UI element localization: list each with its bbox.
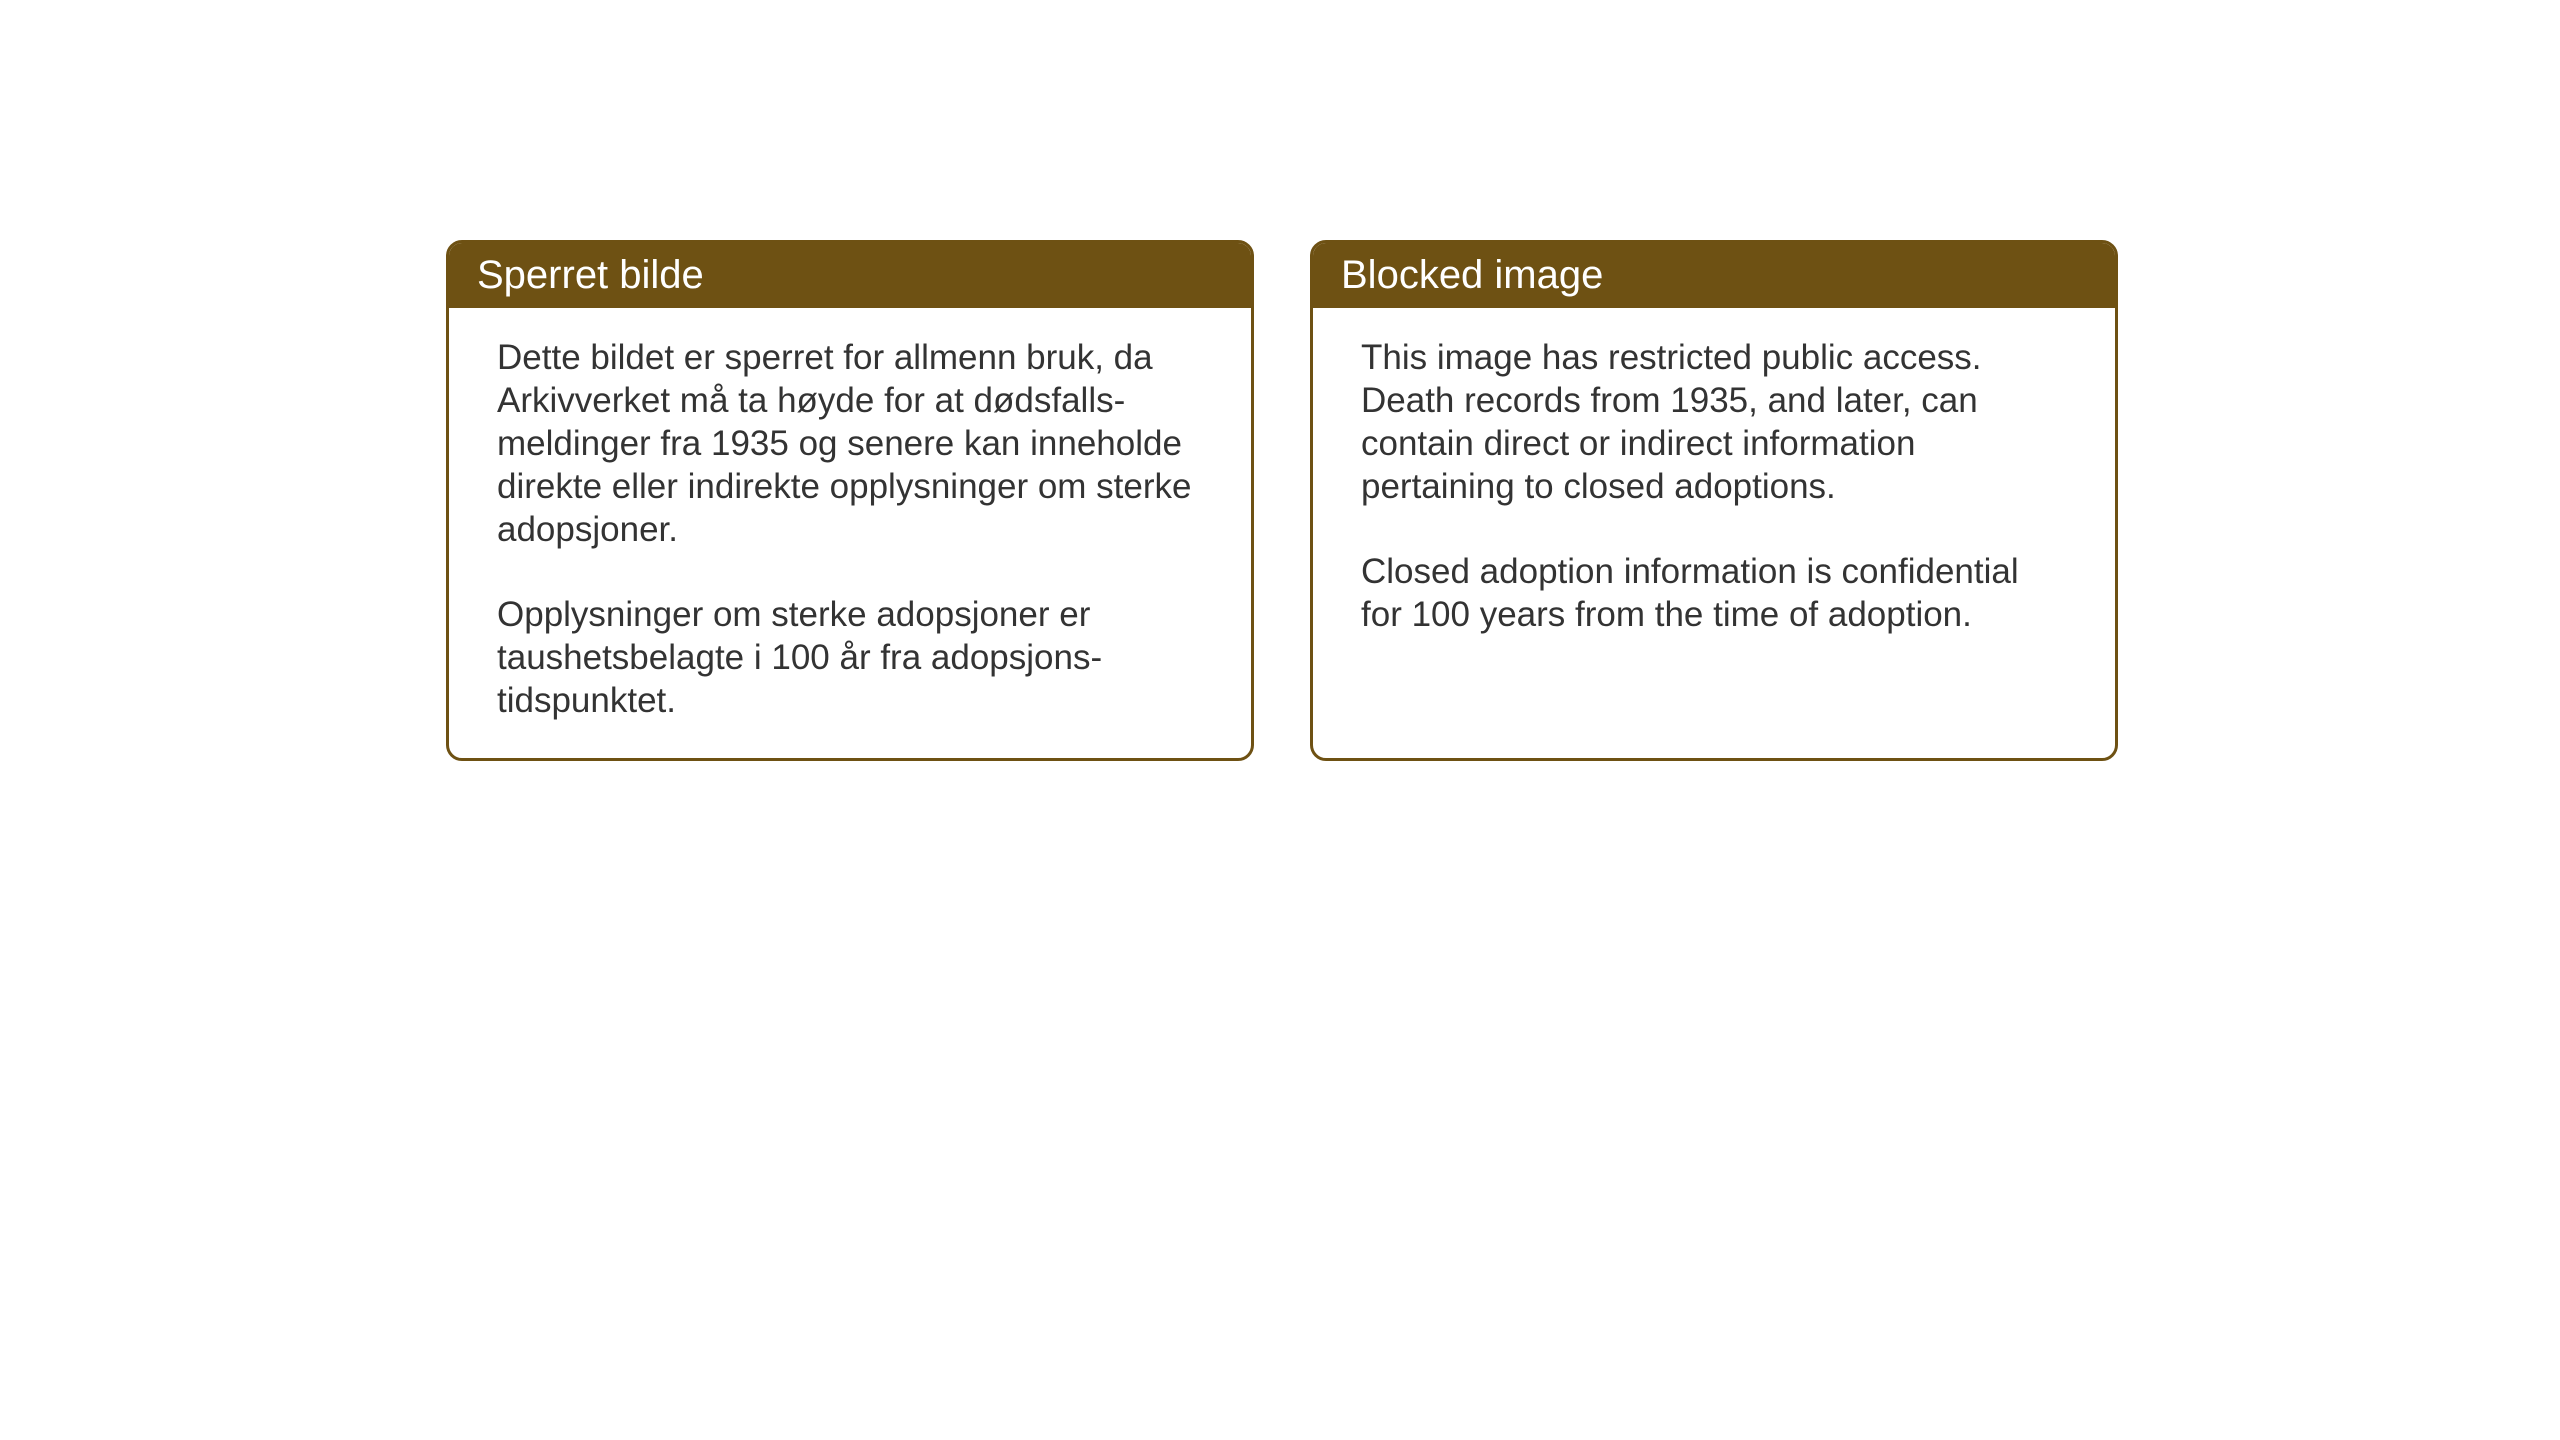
notice-container: Sperret bilde Dette bildet er sperret fo… (446, 240, 2118, 761)
notice-body-norwegian: Dette bildet er sperret for allmenn bruk… (449, 308, 1251, 758)
notice-box-norwegian: Sperret bilde Dette bildet er sperret fo… (446, 240, 1254, 761)
notice-header-english: Blocked image (1313, 243, 2115, 308)
notice-paragraph-2-english: Closed adoption information is confident… (1361, 550, 2067, 636)
notice-title-english: Blocked image (1341, 253, 1603, 297)
notice-title-norwegian: Sperret bilde (477, 253, 704, 297)
notice-paragraph-2-norwegian: Opplysninger om sterke adopsjoner er tau… (497, 593, 1203, 722)
notice-box-english: Blocked image This image has restricted … (1310, 240, 2118, 761)
notice-paragraph-1-english: This image has restricted public access.… (1361, 336, 2067, 508)
notice-paragraph-1-norwegian: Dette bildet er sperret for allmenn bruk… (497, 336, 1203, 551)
notice-body-english: This image has restricted public access.… (1313, 308, 2115, 672)
notice-header-norwegian: Sperret bilde (449, 243, 1251, 308)
